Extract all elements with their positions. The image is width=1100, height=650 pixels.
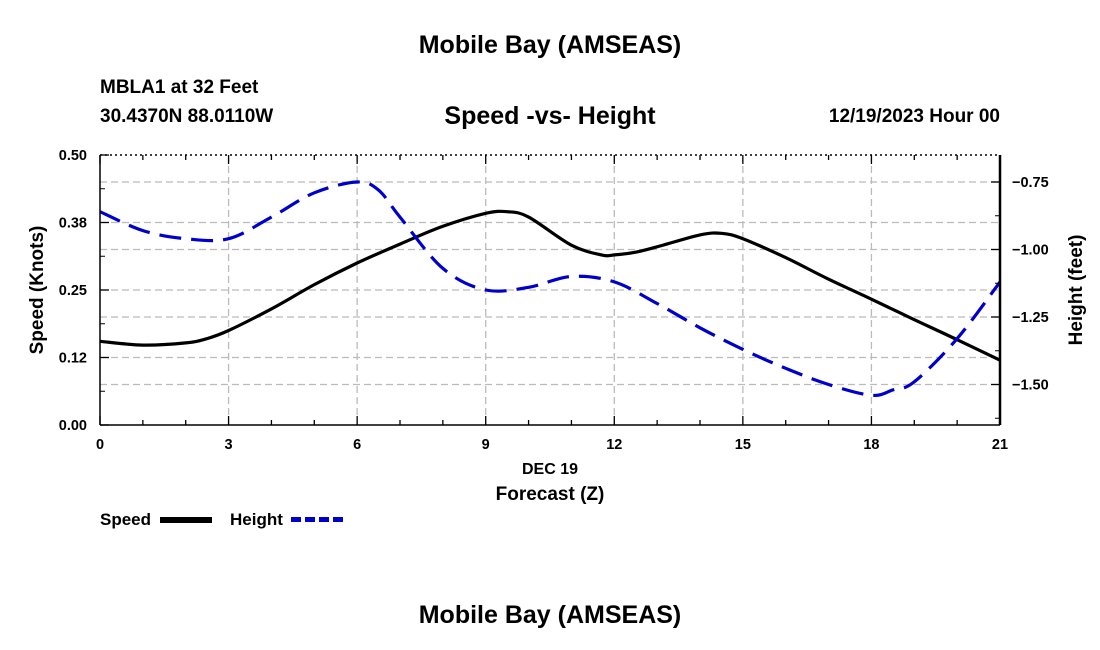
station-label: MBLA1 at 32 Feet — [100, 77, 259, 98]
forecast-datetime: 12/19/2023 Hour 00 — [828, 106, 1000, 127]
y-tick-label-0: 0.00 — [59, 418, 87, 434]
series-line-speed — [99, 209, 1001, 362]
y-tick-label-2: 0.25 — [59, 283, 87, 299]
legend-height-label: Height — [230, 510, 283, 529]
grid-lines — [100, 155, 1000, 425]
x-tick-label-0: 0 — [96, 437, 104, 453]
x-tick-label-3: 3 — [225, 437, 233, 453]
y2-tick-label-2: −1.25 — [1012, 310, 1049, 326]
series-line-height — [99, 180, 1002, 398]
axes — [99, 154, 1002, 426]
x-tick-label-12: 12 — [606, 437, 622, 453]
legend-speed-label: Speed — [100, 510, 152, 529]
y2-tick-label-1: −1.00 — [1012, 243, 1049, 259]
legend-speed-swatch — [160, 517, 212, 523]
y2-tick-label-3: −1.50 — [1012, 378, 1049, 394]
x-tick-label-21: 21 — [992, 437, 1008, 453]
plot-title: Speed -vs- Height — [444, 102, 656, 130]
x-tick-label-18: 18 — [863, 437, 879, 453]
y-tick-label-1: 0.12 — [59, 351, 87, 367]
y-tick-label-4: 0.50 — [59, 148, 87, 164]
y2-axis-title: Height (feet) — [1066, 235, 1087, 346]
y2-tick-label-0: −0.75 — [1012, 175, 1049, 191]
y-tick-label-3: 0.38 — [59, 216, 87, 232]
x-tick-label-6: 6 — [353, 437, 361, 453]
page-title-top: Mobile Bay (AMSEAS) — [418, 31, 682, 59]
x-date-label: DEC 19 — [522, 461, 578, 478]
y-axis-title: Speed (Knots) — [27, 226, 48, 355]
page-title-bottom: Mobile Bay (AMSEAS) — [418, 601, 682, 629]
station-coords: 30.4370N 88.0110W — [100, 106, 274, 127]
legend-height-swatch — [291, 517, 343, 522]
x-tick-label-15: 15 — [735, 437, 751, 453]
series-lines — [99, 180, 1002, 398]
x-tick-label-9: 9 — [482, 437, 490, 453]
x-axis-title: Forecast (Z) — [496, 484, 605, 505]
axis-labels: 0.00 0.12 0.25 0.38 0.50 −0.75 −1.00 −1.25 −1.50… — [27, 148, 1087, 505]
